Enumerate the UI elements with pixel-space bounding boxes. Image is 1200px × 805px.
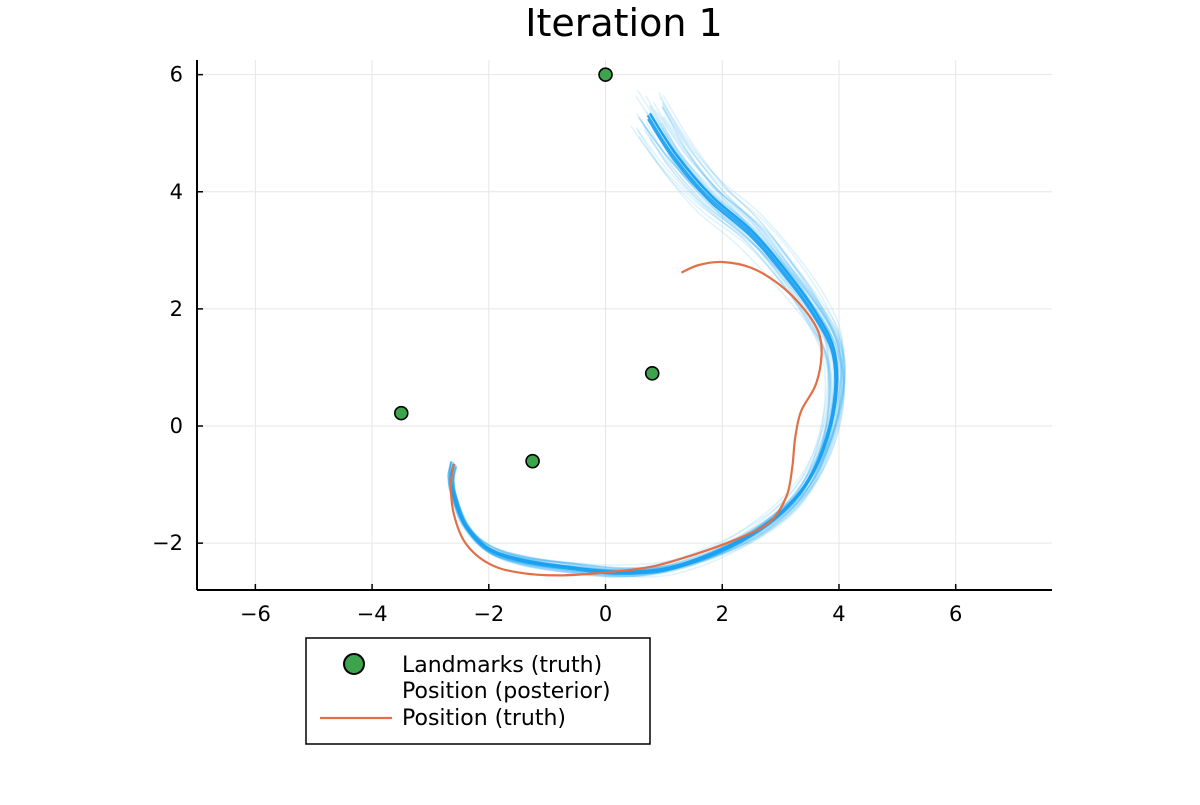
posterior-sample-line [448, 116, 843, 575]
posterior-sample-line [451, 95, 837, 570]
y-tick-label: 2 [170, 297, 183, 321]
posterior-sample-line [452, 122, 838, 572]
posterior-mean-line [449, 113, 839, 574]
legend: Landmarks (truth)Position (posterior)Pos… [305, 637, 651, 745]
plot-area [393, 67, 846, 578]
truth-position-line [449, 260, 823, 577]
posterior-sample-line [447, 96, 843, 574]
legend-label: Landmarks (truth) [402, 653, 602, 678]
chart-title: Iteration 1 [525, 1, 722, 45]
y-tick-label: 4 [170, 180, 183, 204]
legend-label: Position (posterior) [402, 679, 611, 704]
x-tick-label: −6 [240, 602, 271, 626]
posterior-sample-line [452, 122, 845, 572]
x-tick-label: 0 [599, 602, 612, 626]
posterior-sample-line [452, 92, 844, 567]
posterior-sample-line [448, 115, 845, 577]
x-tick-label: 4 [832, 602, 845, 626]
legend-box [305, 637, 651, 745]
y-tick-label: 6 [170, 63, 183, 87]
posterior-sample-line [448, 95, 830, 571]
landmark-point [393, 405, 409, 421]
grid-lines [197, 60, 1052, 590]
posterior-sample-line [447, 101, 840, 575]
landmark-point [525, 453, 540, 469]
posterior-sample-line [452, 105, 840, 569]
legend-landmark-marker [343, 653, 365, 675]
posterior-sample-line [447, 119, 832, 578]
posterior-sample-line [449, 112, 830, 573]
landmark-point [644, 366, 660, 381]
x-tick-label: 2 [716, 602, 729, 626]
posterior-mean-line [449, 114, 837, 574]
posterior-sample-line [452, 122, 846, 572]
posterior-sample-line [448, 89, 832, 572]
posterior-sample-line [447, 129, 830, 578]
x-tick-label: −2 [473, 602, 504, 626]
posterior-sample-line [448, 125, 827, 576]
posterior-sample-line [447, 116, 831, 576]
x-tick-label: −4 [357, 602, 388, 626]
posterior-sample-line [452, 109, 843, 570]
posterior-sample-line [449, 94, 846, 572]
landmark-point [598, 67, 613, 82]
posterior-trajectories [447, 89, 846, 578]
axes [196, 60, 1052, 591]
x-tick-label: 6 [949, 602, 962, 626]
y-tick-label: −2 [152, 531, 183, 555]
posterior-sample-line [449, 127, 839, 575]
y-tick-label: 0 [170, 414, 183, 438]
legend-label: Position (truth) [402, 706, 566, 731]
tick-labels: −6 −4 −2 0 2 4 6 −2 0 2 4 6 [152, 63, 962, 626]
posterior-mean-line [449, 112, 839, 573]
